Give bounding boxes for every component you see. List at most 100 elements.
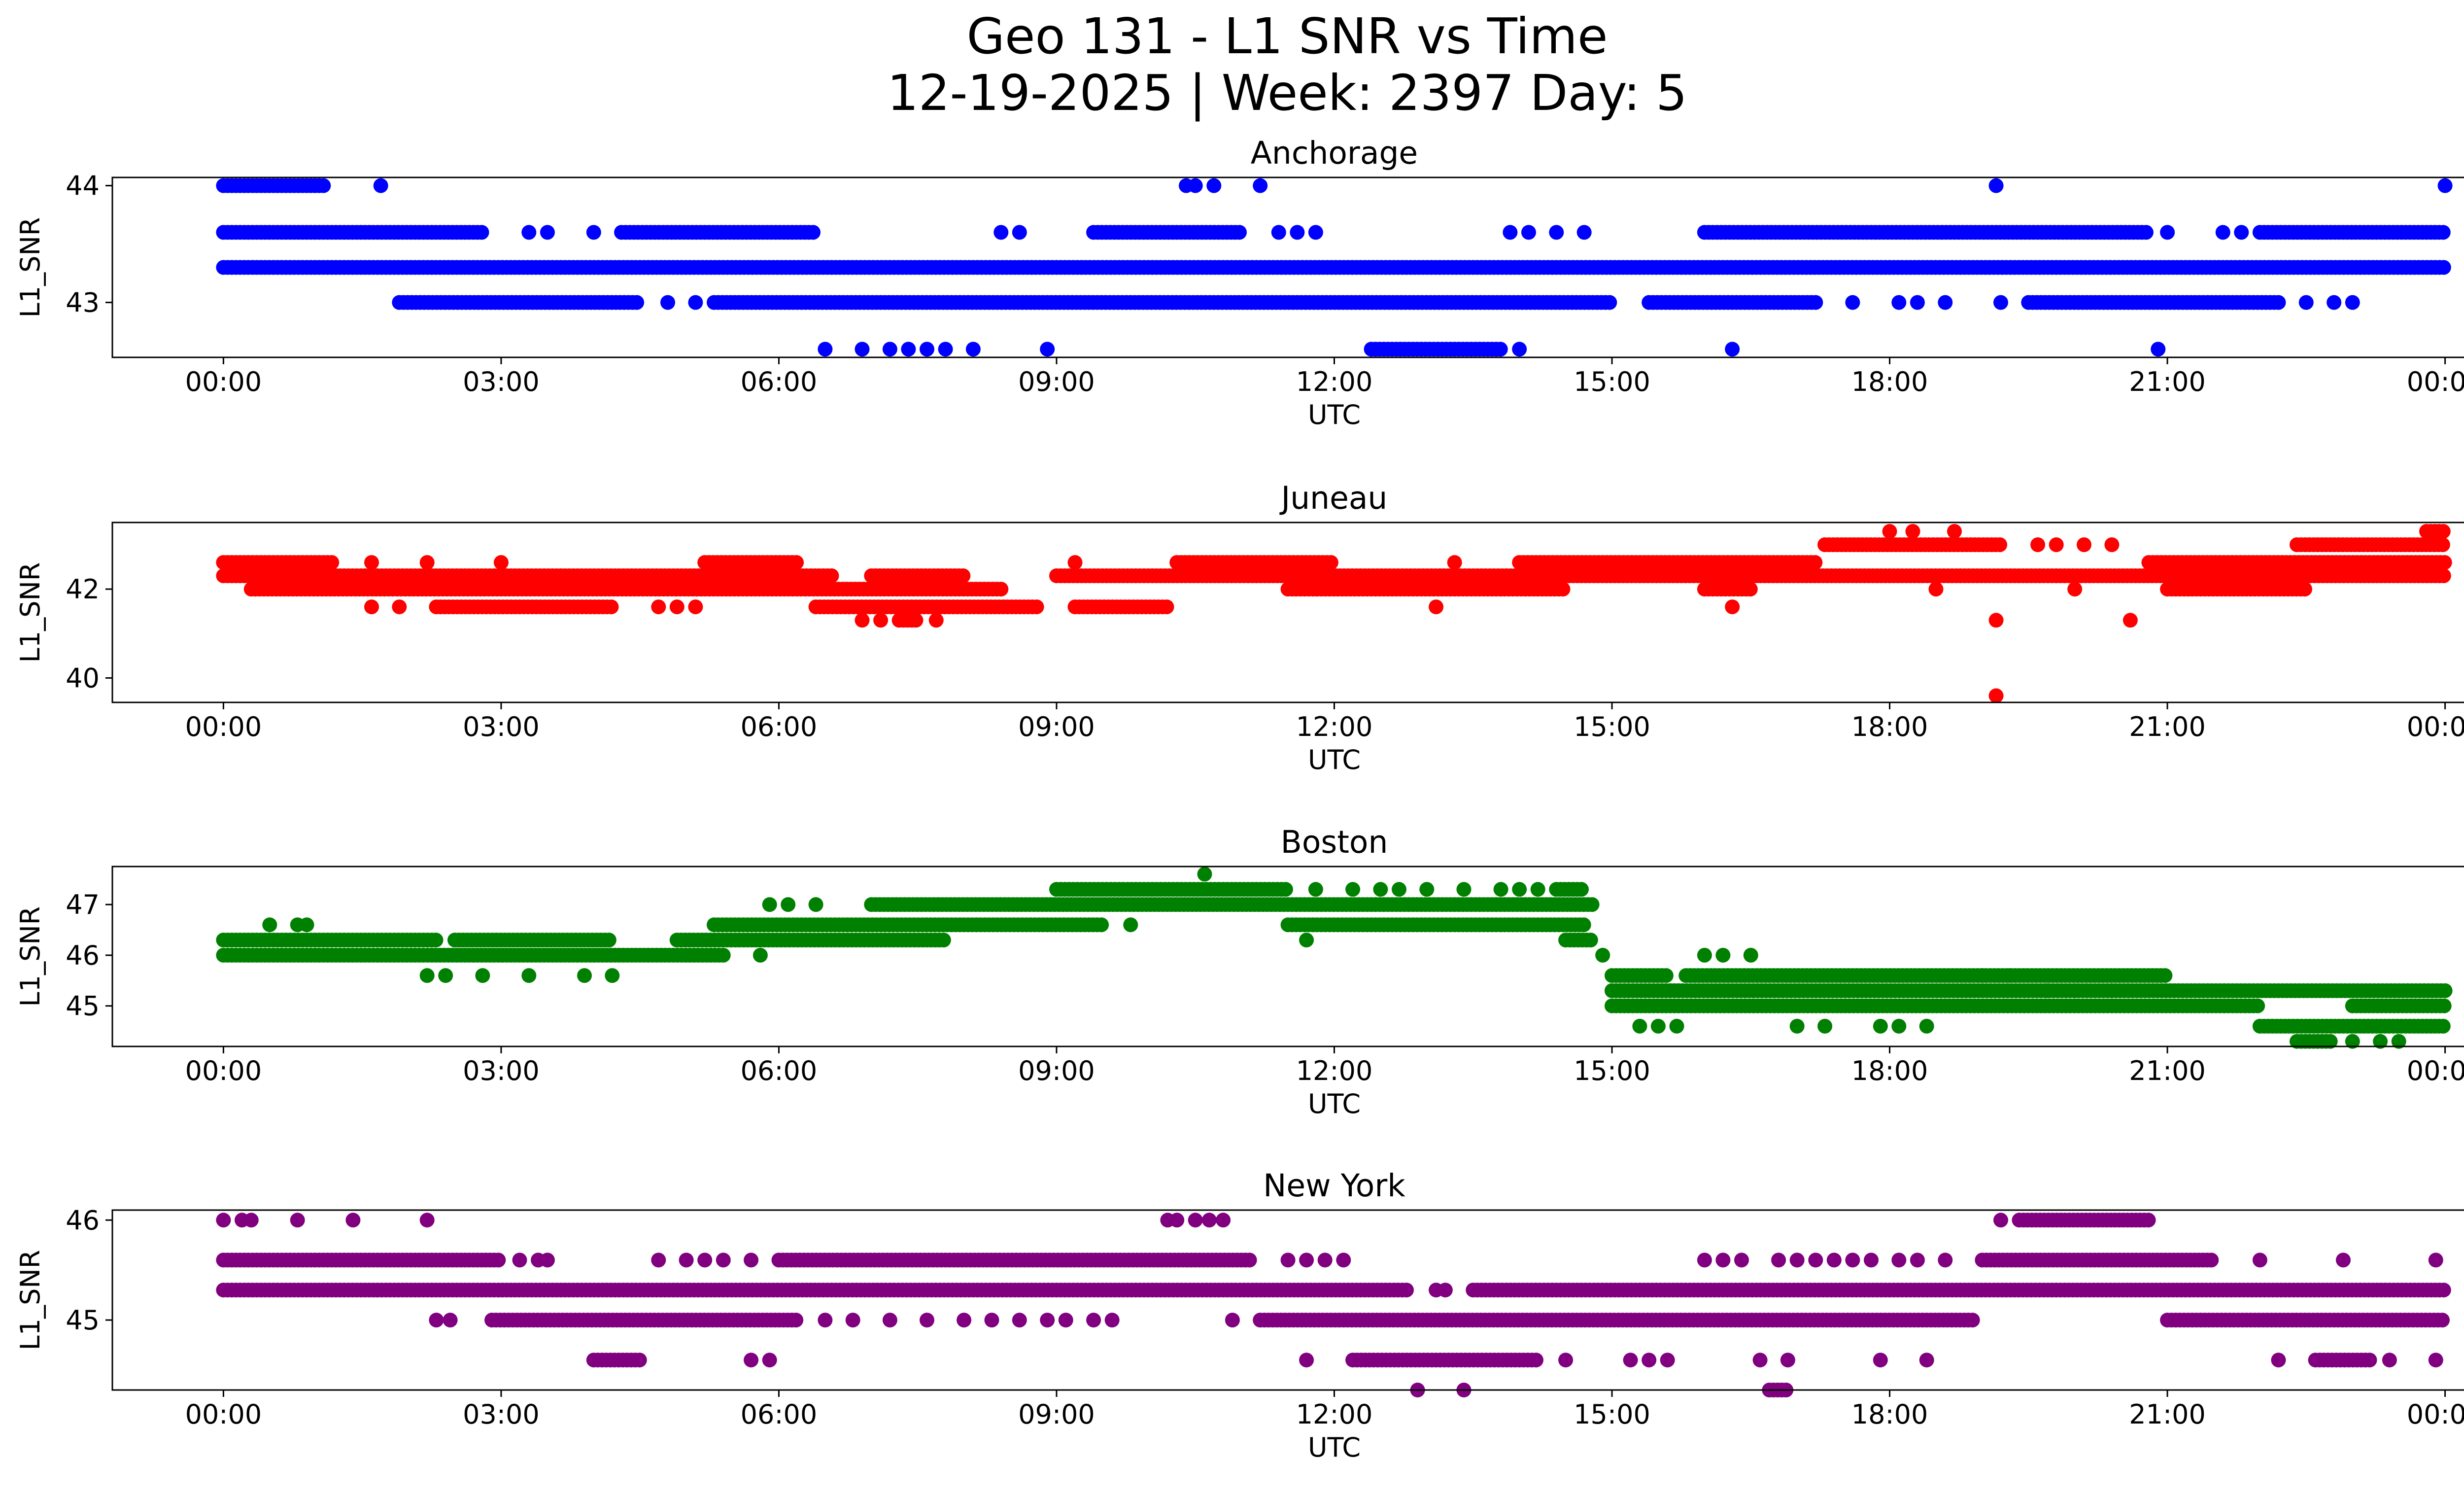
data-point	[1242, 1252, 1257, 1268]
data-point	[1169, 1213, 1185, 1228]
data-point	[1012, 225, 1027, 240]
x-tick-label: 00:00	[2407, 366, 2464, 397]
data-point	[1988, 178, 2004, 193]
x-tick-label: 15:00	[1574, 1055, 1650, 1086]
x-tick-label: 09:00	[1018, 711, 1095, 742]
data-point	[651, 599, 666, 615]
data-point	[1493, 882, 1508, 897]
data-point	[419, 1213, 435, 1228]
y-tick-label: 46	[66, 940, 100, 971]
data-point	[1419, 882, 1435, 897]
x-tick-label: 06:00	[741, 711, 818, 742]
data-point	[521, 225, 537, 240]
data-point	[1345, 882, 1361, 897]
data-point	[1743, 582, 1758, 597]
data-point	[1456, 882, 1472, 897]
data-point	[1697, 947, 1712, 963]
data-point	[540, 1252, 555, 1268]
x-tick-label: 06:00	[741, 366, 818, 397]
data-point	[1437, 1283, 1453, 1298]
data-point	[1882, 524, 1897, 539]
x-axis-label: UTC	[1308, 744, 1361, 775]
data-point	[2297, 582, 2312, 597]
y-axis-label: L1_SNR	[15, 562, 46, 663]
data-point	[1206, 178, 1222, 193]
data-point	[669, 599, 684, 615]
data-point	[1910, 295, 1925, 310]
x-tick-label: 06:00	[741, 1055, 818, 1086]
data-point	[604, 599, 619, 615]
data-point	[1040, 342, 1055, 357]
data-point	[1029, 599, 1044, 615]
scatter-series	[216, 178, 2453, 357]
data-point	[936, 933, 951, 948]
panel-title: Anchorage	[1251, 135, 1418, 171]
data-point	[521, 968, 537, 983]
x-tick-label: 12:00	[1296, 1055, 1373, 1086]
data-point	[2436, 568, 2451, 584]
data-point	[438, 968, 453, 983]
scatter-series	[216, 867, 2453, 1049]
data-point	[965, 342, 981, 357]
data-point	[1512, 342, 1527, 357]
data-point	[1280, 1252, 1296, 1268]
data-point	[1891, 1252, 1907, 1268]
data-point	[419, 968, 435, 983]
data-point	[716, 947, 731, 963]
data-point	[1555, 582, 1571, 597]
data-point	[474, 225, 489, 240]
data-point	[2204, 1252, 2219, 1268]
x-tick-label: 03:00	[463, 1055, 540, 1086]
data-point	[688, 599, 703, 615]
data-point	[956, 568, 971, 584]
data-point	[651, 1252, 666, 1268]
data-point	[1336, 1252, 1351, 1268]
data-point	[1123, 917, 1138, 933]
data-point	[2215, 225, 2230, 240]
data-point	[1392, 882, 1406, 897]
data-point	[2252, 1252, 2267, 1268]
data-point	[586, 225, 601, 240]
data-point	[243, 1213, 259, 1228]
data-point	[2157, 968, 2173, 983]
data-point	[1845, 1252, 1860, 1268]
data-point	[908, 613, 924, 628]
data-point	[2437, 178, 2453, 193]
x-tick-label: 21:00	[2129, 711, 2206, 742]
data-point	[688, 295, 703, 310]
x-axis-label: UTC	[1308, 399, 1361, 430]
data-point	[2436, 1283, 2451, 1298]
data-point	[345, 1213, 361, 1228]
data-point	[1891, 1018, 1907, 1034]
data-point	[882, 342, 897, 357]
data-point	[491, 1252, 506, 1268]
data-point	[1530, 882, 1545, 897]
data-point	[2138, 225, 2154, 240]
data-point	[1993, 295, 2008, 310]
data-point	[419, 555, 435, 570]
data-point	[2298, 295, 2314, 310]
data-point	[2104, 537, 2120, 553]
data-point	[1290, 225, 1305, 240]
data-point	[1650, 1018, 1666, 1034]
scatter-series	[216, 1213, 2451, 1397]
data-point	[1743, 947, 1758, 963]
data-point	[824, 568, 839, 584]
data-point	[1201, 1213, 1217, 1228]
data-point	[855, 613, 870, 628]
x-tick-label: 21:00	[2129, 366, 2206, 397]
data-point	[1928, 582, 1944, 597]
data-point	[920, 342, 934, 357]
data-point	[2336, 1252, 2351, 1268]
data-point	[1188, 1213, 1203, 1228]
data-point	[2250, 998, 2265, 1013]
x-tick-label: 09:00	[1018, 1055, 1095, 1086]
data-point	[938, 342, 953, 357]
x-tick-label: 15:00	[1574, 711, 1650, 742]
data-point	[993, 582, 1009, 597]
data-point	[1919, 1018, 1934, 1034]
data-point	[1910, 1252, 1925, 1268]
panel-title: Boston	[1281, 824, 1388, 860]
data-point	[806, 225, 821, 240]
